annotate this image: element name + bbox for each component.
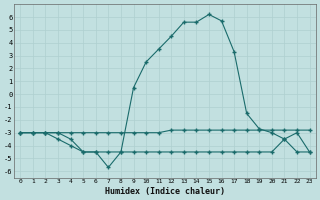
X-axis label: Humidex (Indice chaleur): Humidex (Indice chaleur) [105,187,225,196]
